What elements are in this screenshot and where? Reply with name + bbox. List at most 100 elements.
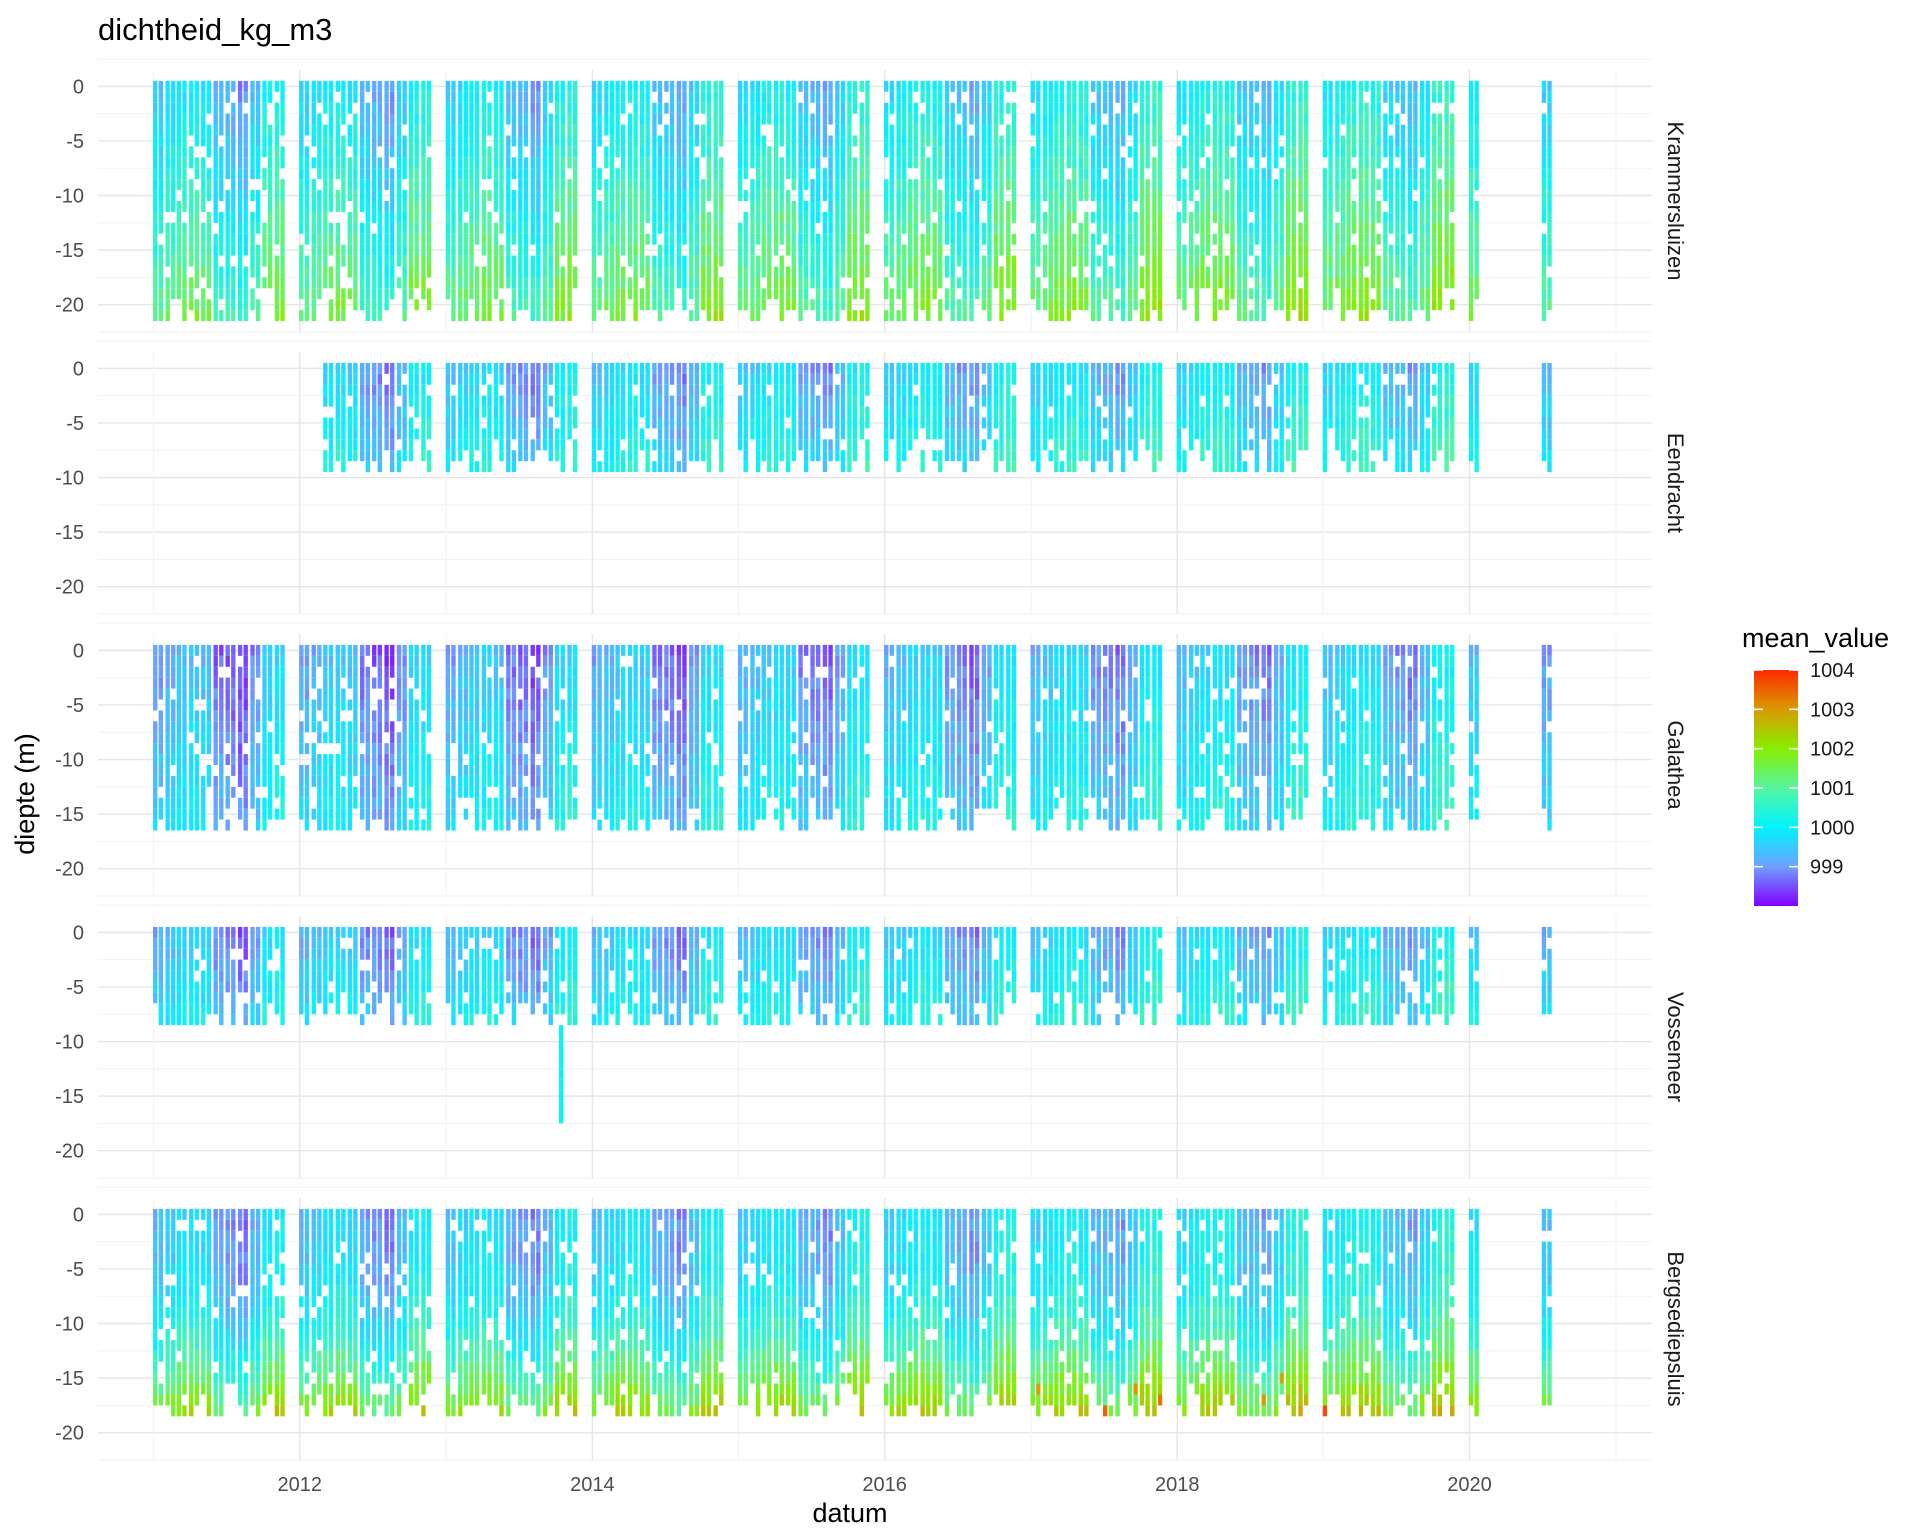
heatmap-cell bbox=[158, 124, 164, 136]
heatmap-cell bbox=[1298, 222, 1303, 234]
heatmap-cell bbox=[1279, 80, 1284, 92]
heatmap-cell bbox=[1425, 211, 1431, 223]
heatmap-cell bbox=[779, 417, 784, 429]
heatmap-cell bbox=[597, 384, 602, 396]
heatmap-cell bbox=[926, 91, 931, 103]
heatmap-cell bbox=[1279, 211, 1284, 223]
heatmap-cell bbox=[1194, 266, 1200, 278]
heatmap-cell bbox=[1078, 179, 1083, 191]
heatmap-cell bbox=[1474, 91, 1479, 103]
heatmap-cell bbox=[1474, 80, 1479, 92]
heatmap-cell bbox=[1189, 179, 1194, 191]
heatmap-cell bbox=[1006, 439, 1011, 451]
heatmap-cell bbox=[567, 417, 572, 429]
heatmap-cell bbox=[365, 157, 370, 169]
heatmap-cell bbox=[664, 461, 669, 473]
heatmap-cell bbox=[847, 157, 852, 169]
heatmap-cell bbox=[469, 80, 474, 92]
heatmap-cell bbox=[1298, 288, 1303, 300]
heatmap-cell bbox=[706, 91, 712, 103]
heatmap-cell bbox=[213, 91, 218, 103]
heatmap-cell bbox=[536, 102, 541, 114]
heatmap-cell bbox=[560, 91, 565, 103]
heatmap-cell bbox=[1072, 277, 1077, 289]
heatmap-cell bbox=[323, 190, 328, 201]
heatmap-cell bbox=[1108, 190, 1113, 201]
heatmap-cell bbox=[1340, 266, 1346, 278]
heatmap-cell bbox=[713, 168, 718, 180]
heatmap-cell bbox=[451, 373, 456, 385]
heatmap-cell bbox=[499, 157, 504, 169]
heatmap-cell bbox=[171, 277, 176, 289]
heatmap-cell bbox=[1078, 190, 1083, 201]
heatmap-cell bbox=[323, 362, 328, 374]
heatmap-cell bbox=[1254, 146, 1260, 158]
heatmap-cell bbox=[511, 102, 517, 114]
heatmap-cell bbox=[572, 211, 578, 223]
heatmap-cell bbox=[1444, 211, 1449, 223]
heatmap-cell bbox=[689, 428, 694, 440]
heatmap-cell bbox=[323, 384, 328, 396]
heatmap-cell bbox=[639, 157, 645, 169]
heatmap-cell bbox=[1395, 288, 1400, 300]
heatmap-cell bbox=[926, 417, 931, 429]
heatmap-cell bbox=[530, 288, 535, 300]
heatmap-cell bbox=[1139, 299, 1145, 311]
heatmap-cell bbox=[847, 428, 852, 440]
heatmap-cell bbox=[250, 146, 255, 158]
heatmap-cell bbox=[1205, 102, 1211, 114]
heatmap-cell bbox=[560, 190, 565, 201]
heatmap-cell bbox=[719, 168, 724, 180]
heatmap-cell bbox=[396, 124, 402, 136]
heatmap-cell bbox=[1230, 91, 1235, 103]
heatmap-cell bbox=[719, 384, 724, 396]
heatmap-cell bbox=[1242, 124, 1248, 136]
heatmap-cell bbox=[255, 146, 261, 158]
heatmap-cell bbox=[597, 461, 602, 473]
heatmap-cell bbox=[810, 146, 815, 158]
heatmap-cell bbox=[311, 310, 316, 322]
heatmap-cell bbox=[426, 80, 432, 92]
heatmap-cell bbox=[1261, 190, 1266, 201]
heatmap-cell bbox=[615, 450, 620, 462]
heatmap-cell bbox=[815, 255, 821, 267]
heatmap-cell bbox=[499, 362, 504, 374]
heatmap-cell bbox=[1224, 135, 1230, 147]
heatmap-cell bbox=[1285, 124, 1291, 136]
heatmap-cell bbox=[1036, 461, 1041, 473]
heatmap-cell bbox=[299, 102, 304, 114]
heatmap-cell bbox=[1090, 146, 1096, 158]
heatmap-cell bbox=[213, 179, 218, 191]
heatmap-cell bbox=[1291, 135, 1296, 147]
heatmap-cell bbox=[572, 373, 578, 385]
heatmap-cell bbox=[171, 233, 176, 245]
heatmap-cell bbox=[445, 450, 451, 462]
heatmap-cell bbox=[908, 244, 913, 256]
heatmap-cell bbox=[621, 450, 626, 462]
heatmap-cell bbox=[506, 168, 511, 180]
heatmap-cell bbox=[1474, 146, 1479, 158]
heatmap-cell bbox=[591, 428, 597, 440]
heatmap-cell bbox=[463, 288, 469, 300]
heatmap-cell bbox=[938, 266, 943, 278]
heatmap-cell bbox=[360, 124, 365, 136]
heatmap-cell bbox=[737, 277, 743, 289]
heatmap-cell bbox=[689, 362, 694, 374]
heatmap-cell bbox=[511, 157, 517, 169]
heatmap-cell bbox=[798, 439, 803, 451]
heatmap-cell bbox=[1432, 124, 1437, 136]
heatmap-cell bbox=[627, 211, 633, 223]
heatmap-cell bbox=[791, 211, 796, 223]
heatmap-cell bbox=[840, 362, 846, 374]
heatmap-cell bbox=[993, 439, 999, 451]
heatmap-cell bbox=[335, 395, 340, 407]
heatmap-cell bbox=[1254, 277, 1260, 289]
heatmap-cell bbox=[243, 80, 248, 92]
heatmap-cell bbox=[981, 179, 987, 191]
heatmap-cell bbox=[1036, 168, 1041, 180]
heatmap-cell bbox=[1298, 80, 1303, 92]
heatmap-cell bbox=[1218, 211, 1223, 223]
heatmap-cell bbox=[706, 211, 712, 223]
heatmap-cell bbox=[1468, 255, 1474, 267]
